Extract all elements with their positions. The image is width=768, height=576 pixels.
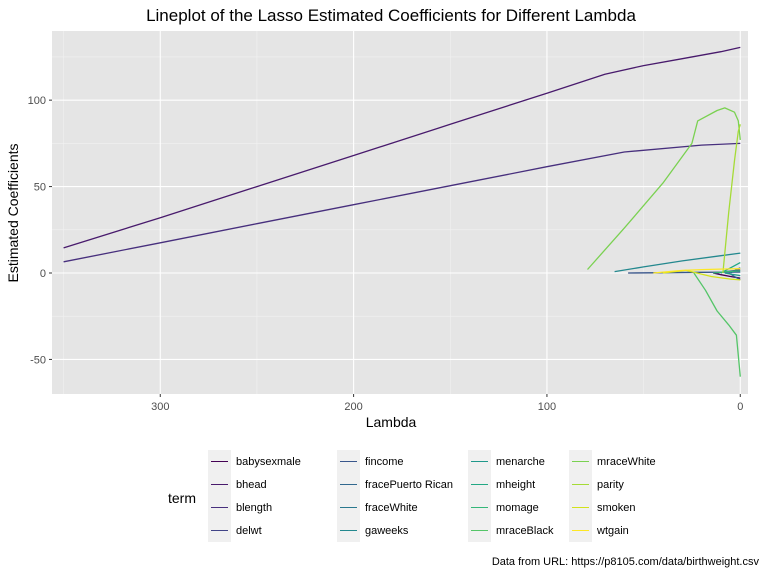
legend-key (468, 519, 491, 542)
legend-item-fincome: fincome (337, 450, 468, 473)
legend-swatch (471, 530, 488, 532)
series-line-parity (722, 124, 741, 274)
x-axis-ticks: 300 200 100 0 (151, 394, 743, 413)
y-axis-ticks: -50 0 50 100 (28, 95, 52, 366)
legend-key (468, 450, 491, 473)
legend-label: fincome (365, 455, 404, 468)
legend-swatch (572, 461, 589, 463)
series-lines (63, 46, 741, 377)
legend-swatch (211, 461, 228, 463)
legend-key (208, 450, 231, 473)
legend-key (569, 519, 592, 542)
x-axis-title: Lambda (366, 414, 417, 430)
x-tick-label: 300 (151, 401, 169, 413)
legend-item-delwt: delwt (208, 519, 337, 542)
legend-key (569, 473, 592, 496)
y-axis-title: Estimated Coefficients (5, 143, 21, 282)
legend-item-mheight: mheight (468, 473, 569, 496)
series-line-mraceblack (693, 272, 741, 377)
legend-key (208, 519, 231, 542)
chart-title: Lineplot of the Lasso Estimated Coeffici… (146, 6, 636, 25)
legend-swatch (211, 530, 228, 532)
x-tick-label: 100 (538, 401, 556, 413)
legend-item-momage: momage (468, 496, 569, 519)
legend-key (208, 496, 231, 519)
legend-label: fracePuerto Rican (365, 478, 454, 491)
legend-swatch (572, 484, 589, 486)
legend-swatch (471, 461, 488, 463)
legend-label: gaweeks (365, 524, 409, 537)
legend-key (569, 496, 592, 519)
y-tick-label: 0 (40, 268, 46, 280)
legend-key (337, 519, 360, 542)
legend-swatch (211, 507, 228, 509)
legend-item-gaweeks: gaweeks (337, 519, 468, 542)
y-tick-label: -50 (30, 354, 46, 366)
legend-label: mraceWhite (597, 455, 656, 468)
legend-item-mracewhite: mraceWhite (569, 450, 679, 473)
plot-panel (52, 31, 748, 394)
x-tick-label: 0 (737, 401, 743, 413)
legend-swatch (572, 507, 589, 509)
legend-item-bhead: bhead (208, 473, 337, 496)
legend-item-wtgain: wtgain (569, 519, 679, 542)
legend-key (208, 473, 231, 496)
legend-label: mheight (496, 478, 536, 491)
legend-label: delwt (236, 524, 262, 537)
y-tick-label: 50 (34, 182, 46, 194)
legend-item-fracewhite: fraceWhite (337, 496, 468, 519)
legend-label: menarche (496, 455, 545, 468)
legend-label: babysexmale (236, 455, 301, 468)
legend-swatch (471, 484, 488, 486)
series-line-wtgain (653, 268, 741, 274)
legend-item-parity: parity (569, 473, 679, 496)
legend-key (468, 496, 491, 519)
legend-item-mraceblack: mraceBlack (468, 519, 569, 542)
legend-entries: babysexmale bhead blength delwt fincome frace… (208, 450, 679, 542)
legend-key (337, 450, 360, 473)
major-gridlines (52, 31, 748, 394)
caption: Data from URL: https://p8105.com/data/bi… (491, 556, 759, 568)
legend-item-menarche: menarche (468, 450, 569, 473)
legend-label: smoken (597, 501, 636, 514)
legend-item-fracepuerto-rican: fracePuerto Rican (337, 473, 468, 496)
legend-key (337, 496, 360, 519)
legend-key (468, 473, 491, 496)
legend-item-smoken: smoken (569, 496, 679, 519)
legend-swatch (211, 484, 228, 486)
x-tick-label: 200 (344, 401, 362, 413)
legend-label: fraceWhite (365, 501, 418, 514)
legend-title: term (168, 490, 196, 506)
legend-label: parity (597, 478, 624, 491)
legend-swatch (340, 484, 357, 486)
series-line-mracewhite (587, 107, 741, 270)
legend-swatch (340, 461, 357, 463)
y-tick-label: 100 (28, 95, 46, 107)
legend-item-babysexmale: babysexmale (208, 450, 337, 473)
legend-label: bhead (236, 478, 267, 491)
legend-swatch (340, 507, 357, 509)
legend-item-blength: blength (208, 496, 337, 519)
legend-swatch (572, 530, 589, 532)
series-line-bhead (63, 46, 741, 249)
legend-key (337, 473, 360, 496)
series-line-menarche (724, 272, 741, 277)
legend-label: wtgain (597, 524, 629, 537)
legend-label: momage (496, 501, 539, 514)
legend-swatch (340, 530, 357, 532)
legend-swatch (471, 507, 488, 509)
series-line-blength (63, 142, 741, 263)
series-line-gaweeks (614, 252, 741, 273)
legend-label: mraceBlack (496, 524, 554, 537)
minor-gridlines (52, 31, 748, 394)
series-line-momage (713, 270, 741, 274)
legend-key (569, 450, 592, 473)
legend-label: blength (236, 501, 273, 514)
